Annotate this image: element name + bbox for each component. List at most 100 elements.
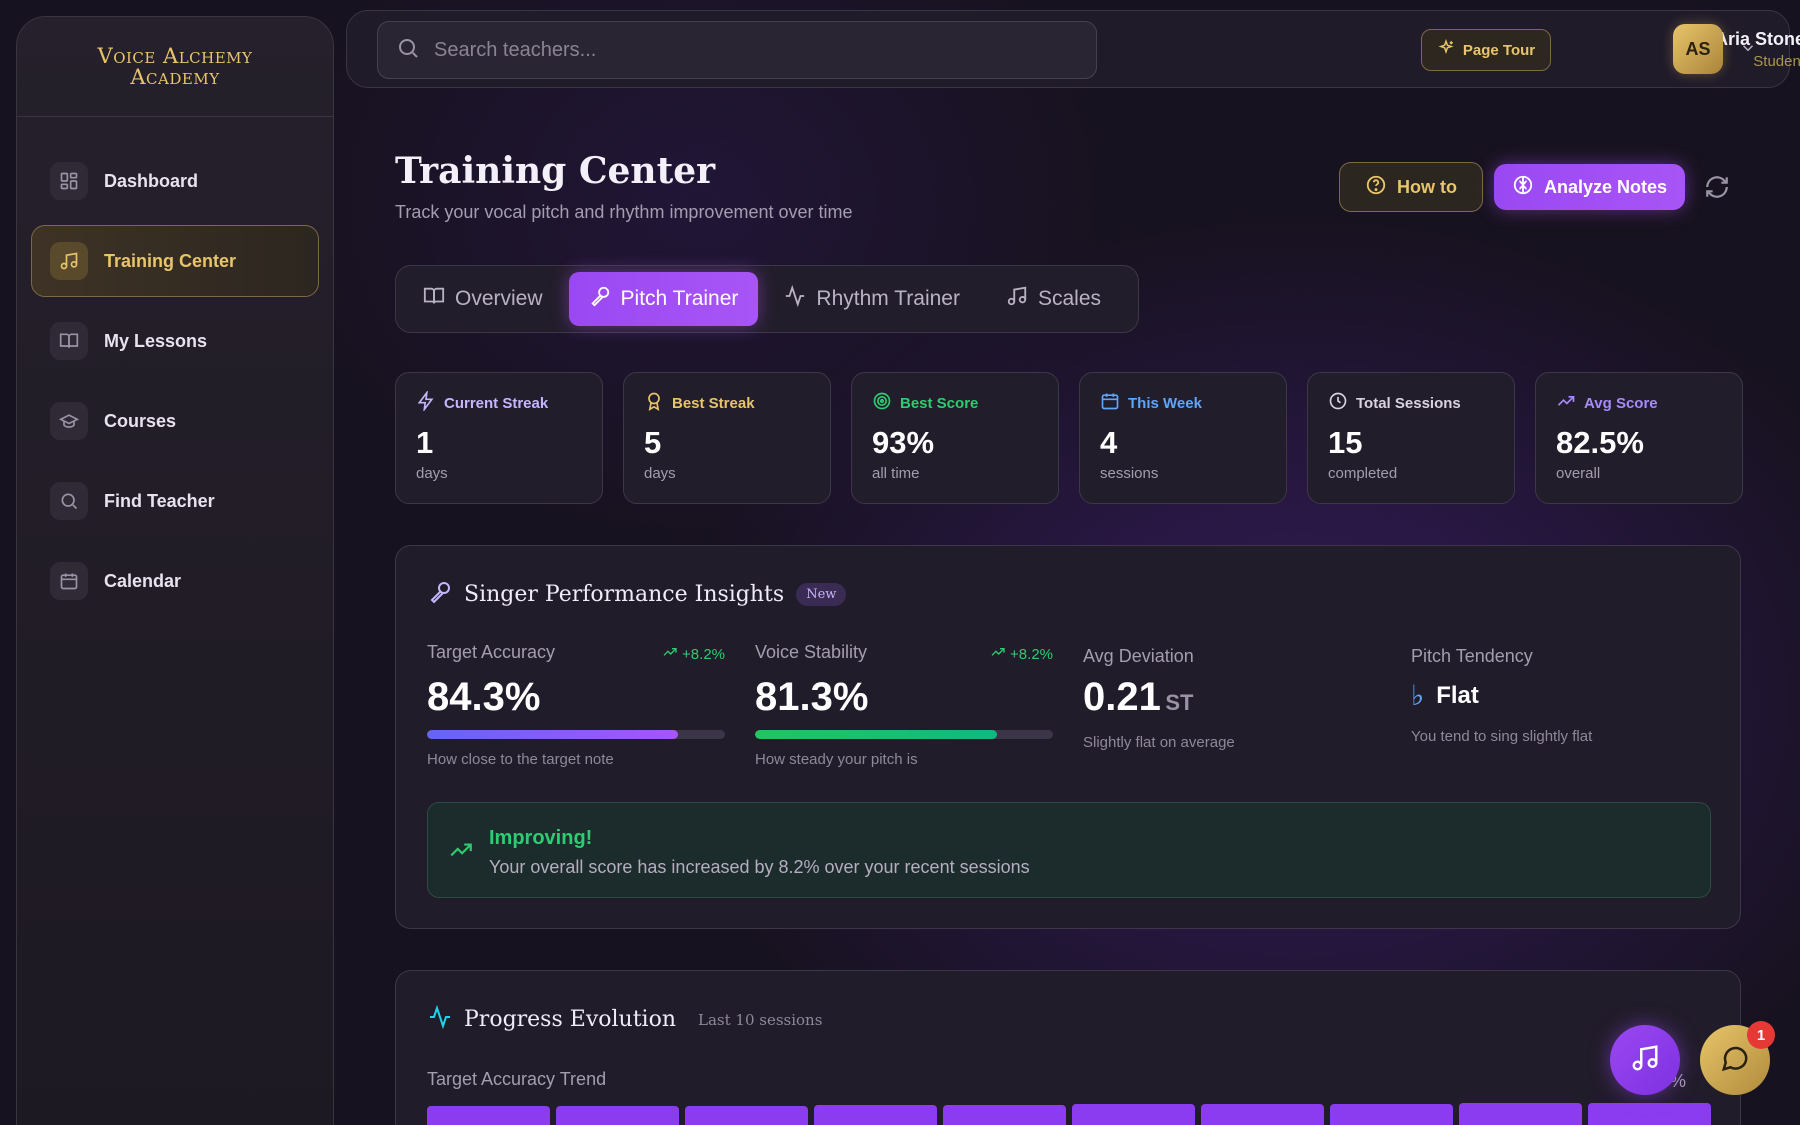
metric-value: 84.3% bbox=[427, 675, 541, 719]
stat-header: This Week bbox=[1100, 391, 1266, 415]
page-tour-button[interactable]: Page Tour bbox=[1421, 29, 1551, 71]
tab-rhythm-trainer[interactable]: Rhythm Trainer bbox=[764, 272, 980, 326]
tab-pitch-trainer[interactable]: Pitch Trainer bbox=[568, 272, 759, 326]
sidebar-item-dashboard[interactable]: Dashboard bbox=[31, 145, 319, 217]
stat-card-current-streak: Current Streak 1 days bbox=[395, 372, 603, 504]
progress-subtitle: Last 10 sessions bbox=[698, 1010, 823, 1029]
stat-label: Best Streak bbox=[672, 394, 755, 412]
sidebar-item-calendar[interactable]: Calendar bbox=[31, 545, 319, 617]
trend-bar[interactable] bbox=[1072, 1104, 1195, 1125]
sidebar-item-my-lessons[interactable]: My Lessons bbox=[31, 305, 319, 377]
page-title: Training Center bbox=[395, 150, 716, 192]
clock-icon bbox=[1328, 391, 1348, 415]
improving-text: Your overall score has increased by 8.2%… bbox=[489, 857, 1030, 877]
metric-note: Slightly flat on average bbox=[1083, 734, 1235, 751]
sidebar-item-label: Find Teacher bbox=[104, 490, 215, 511]
stat-label: Best Score bbox=[900, 394, 979, 412]
music-fab-button[interactable] bbox=[1610, 1025, 1680, 1095]
trend-bar[interactable] bbox=[814, 1105, 937, 1125]
metric-value: 0.21 bbox=[1083, 675, 1161, 719]
stat-label: This Week bbox=[1128, 394, 1202, 412]
singer-insights-card: Singer Performance Insights New Target A… bbox=[395, 545, 1741, 929]
sidebar-item-label: Training Center bbox=[104, 250, 237, 271]
sidebar-item-courses[interactable]: Courses bbox=[31, 385, 319, 457]
metric-note: How steady your pitch is bbox=[755, 751, 918, 768]
microphone-icon bbox=[428, 580, 452, 609]
stat-unit: completed bbox=[1328, 465, 1398, 482]
metric-change-value: +8.2% bbox=[1010, 645, 1053, 663]
new-badge: New bbox=[796, 583, 847, 606]
metric-avg-deviation: Avg Deviation 0.21 ST Slightly flat on a… bbox=[1083, 646, 1381, 751]
stat-unit: days bbox=[644, 465, 676, 482]
trend-bar[interactable] bbox=[1201, 1104, 1324, 1125]
progress-evolution-card: Progress Evolution Last 10 sessions Targ… bbox=[395, 970, 1741, 1125]
sidebar-item-training-center[interactable]: Training Center bbox=[31, 225, 319, 297]
progress-header: Progress Evolution Last 10 sessions bbox=[428, 1004, 823, 1034]
sidebar: Voice Alchemy Academy Dashboard Training… bbox=[16, 16, 334, 1125]
stat-card-best-score: Best Score 93% all time bbox=[851, 372, 1059, 504]
stat-card-total-sessions: Total Sessions 15 completed bbox=[1307, 372, 1515, 504]
sidebar-item-label: Calendar bbox=[104, 570, 182, 591]
book-icon bbox=[50, 322, 88, 360]
flat-symbol-icon: ♭ bbox=[1411, 680, 1425, 711]
search-icon bbox=[396, 36, 420, 65]
activity-icon bbox=[784, 284, 806, 313]
stat-card-avg-score: Avg Score 82.5% overall bbox=[1535, 372, 1743, 504]
tab-overview[interactable]: Overview bbox=[403, 272, 563, 326]
trend-bar[interactable] bbox=[427, 1106, 550, 1125]
metric-progress-bar bbox=[755, 730, 1053, 739]
stats-row: Current Streak 1 days Best Streak 5 days… bbox=[395, 372, 1743, 504]
progress-title: Progress Evolution bbox=[464, 1007, 676, 1032]
calendar-icon bbox=[50, 562, 88, 600]
tab-label: Scales bbox=[1037, 287, 1101, 310]
sparkles-icon bbox=[1437, 38, 1455, 61]
microphone-icon bbox=[589, 285, 611, 313]
chevron-down-icon[interactable] bbox=[1739, 39, 1757, 62]
lightning-icon bbox=[416, 389, 436, 415]
refresh-icon[interactable] bbox=[1704, 174, 1730, 205]
trend-bar[interactable] bbox=[685, 1106, 808, 1125]
music-note-icon bbox=[1630, 1043, 1660, 1078]
insights-title: Singer Performance Insights bbox=[464, 582, 785, 607]
metric-progress-fill bbox=[755, 730, 998, 739]
stat-header: Total Sessions bbox=[1328, 391, 1494, 415]
brand-logo[interactable]: Voice Alchemy Academy bbox=[17, 17, 333, 117]
trending-up-icon bbox=[1556, 391, 1576, 415]
stat-unit: overall bbox=[1556, 465, 1601, 482]
search-box[interactable] bbox=[377, 21, 1097, 79]
search-icon bbox=[50, 482, 88, 520]
stat-value: 15 bbox=[1328, 425, 1363, 460]
trend-bar[interactable] bbox=[1459, 1103, 1582, 1125]
trend-bar[interactable] bbox=[943, 1105, 1066, 1125]
book-icon bbox=[423, 285, 445, 313]
user-role: Student bbox=[1753, 53, 1800, 70]
sidebar-nav: Dashboard Training Center My Lessons Cou… bbox=[17, 117, 333, 653]
metric-label: Voice Stability bbox=[755, 642, 868, 662]
top-bar: Page Tour Aria Stone Student AS bbox=[346, 10, 1800, 88]
analyze-notes-button[interactable]: Analyze Notes bbox=[1494, 164, 1685, 210]
metric-change: +8.2% bbox=[662, 644, 725, 664]
trending-up-icon bbox=[662, 644, 678, 664]
trainer-tabs: Overview Pitch Trainer Rhythm Trainer Sc… bbox=[395, 265, 1139, 333]
trend-bar[interactable] bbox=[1588, 1103, 1711, 1125]
stat-card-this-week: This Week 4 sessions bbox=[1079, 372, 1287, 504]
music-note-icon bbox=[1006, 285, 1028, 313]
stat-label: Current Streak bbox=[444, 394, 549, 412]
stat-unit: sessions bbox=[1100, 465, 1159, 482]
metric-value: Flat bbox=[1436, 681, 1479, 709]
search-input[interactable] bbox=[434, 38, 1034, 62]
metric-change-value: +8.2% bbox=[682, 645, 725, 663]
sidebar-item-find-teacher[interactable]: Find Teacher bbox=[31, 465, 319, 537]
tab-label: Pitch Trainer bbox=[620, 287, 739, 310]
trend-label: Target Accuracy Trend bbox=[427, 1069, 607, 1089]
how-to-button[interactable]: How to bbox=[1339, 162, 1483, 212]
trend-bar[interactable] bbox=[556, 1106, 679, 1125]
tab-scales[interactable]: Scales bbox=[986, 272, 1121, 326]
avatar[interactable]: AS bbox=[1673, 24, 1723, 74]
metric-change: +8.2% bbox=[990, 644, 1053, 664]
brand-line-1: Voice Alchemy bbox=[97, 43, 253, 68]
trend-bar[interactable] bbox=[1330, 1104, 1453, 1125]
award-icon bbox=[644, 391, 664, 415]
page-tour-label: Page Tour bbox=[1462, 41, 1536, 59]
page-subtitle: Track your vocal pitch and rhythm improv… bbox=[395, 202, 853, 222]
